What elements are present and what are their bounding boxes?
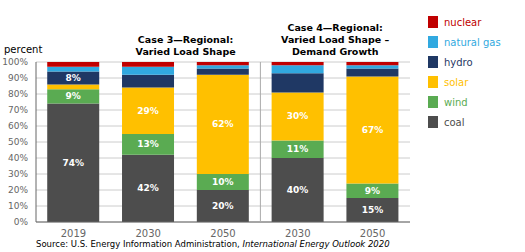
svg-text:40%: 40%: [8, 153, 28, 163]
svg-text:8%: 8%: [66, 73, 81, 83]
svg-text:90%: 90%: [8, 73, 28, 83]
html-text:wind: wind: [444, 96, 468, 108]
svg-text:60%: 60%: [8, 121, 28, 131]
svg-text:2050: 2050: [360, 228, 385, 239]
svg-text:9%: 9%: [365, 186, 380, 196]
html-text:Case 3—Regional: Varied Load S: Case 3—Regional: Varied Load Shape: [135, 34, 236, 57]
html-text:Case 4—Regional: Varied Load S: Case 4—Regional: Varied Load Shape – Dem…: [281, 22, 390, 57]
svg-text:67%: 67%: [362, 125, 384, 135]
html-text:coal: coal: [444, 116, 465, 128]
svg-text:70%: 70%: [8, 105, 28, 115]
svg-text:74%: 74%: [62, 158, 84, 168]
svg-text:50%: 50%: [8, 137, 28, 147]
svg-text:100%: 100%: [8, 57, 28, 67]
svg-text:30%: 30%: [8, 169, 28, 179]
svg-text:2030: 2030: [285, 228, 310, 239]
svg-text:11%: 11%: [287, 144, 309, 154]
html-text:percent: percent: [4, 44, 43, 55]
html-text:nuclear: nuclear: [444, 16, 482, 28]
svg-text:29%: 29%: [137, 106, 159, 116]
svg-text:10%: 10%: [212, 177, 234, 187]
html-text:Source: U.S. Energy Informatio: Source: U.S. Energy Information Administ…: [36, 239, 390, 249]
svg-text:2050: 2050: [210, 228, 235, 239]
svg-text:40%: 40%: [287, 185, 309, 195]
svg-text:0%: 0%: [14, 217, 29, 227]
svg-text:10%: 10%: [8, 201, 28, 211]
svg-text:9%: 9%: [66, 91, 81, 101]
svg-text:2019: 2019: [61, 228, 86, 239]
html-text:natural gas: natural gas: [444, 36, 501, 48]
svg-text:20%: 20%: [8, 185, 28, 195]
svg-text:30%: 30%: [287, 111, 309, 121]
svg-text:13%: 13%: [137, 139, 159, 149]
html-text:hydro: hydro: [444, 56, 473, 68]
svg-text:15%: 15%: [362, 205, 384, 215]
svg-text:42%: 42%: [137, 183, 159, 193]
svg-text:20%: 20%: [212, 201, 234, 211]
html-text:solar: solar: [444, 76, 469, 88]
svg-text:2030: 2030: [135, 228, 160, 239]
svg-text:62%: 62%: [212, 119, 234, 129]
svg-text:80%: 80%: [8, 89, 28, 99]
